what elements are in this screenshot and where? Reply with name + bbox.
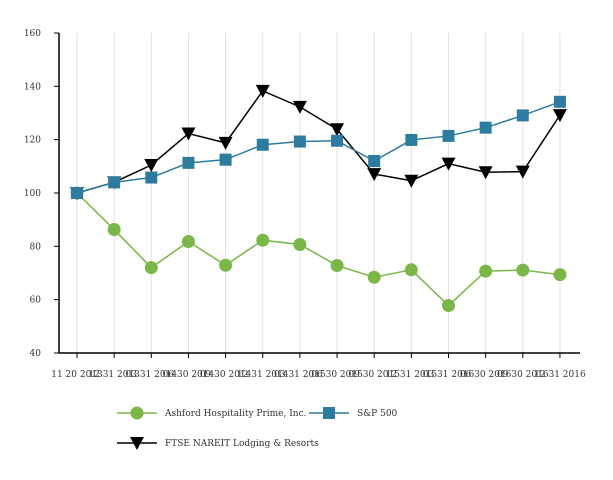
y-tick-label: 100 [24, 189, 41, 199]
data-point-ashford [293, 237, 307, 251]
data-point-sp500 [293, 135, 306, 148]
data-point-ftse [552, 109, 567, 123]
series-group [70, 84, 567, 313]
x-tick-label: 11 20 2013 [51, 370, 103, 380]
legend: Ashford Hospitality Prime, Inc. S&P 500 … [117, 406, 398, 450]
data-point-sp500 [182, 156, 195, 169]
x-tick-label: 09 30 2016 [497, 370, 549, 380]
x-tick-label: 06 30 2015 [311, 370, 363, 380]
data-point-ftse [292, 100, 307, 114]
y-tick-label: 120 [24, 136, 41, 146]
data-point-sp500 [479, 121, 492, 134]
data-point-ashford [330, 259, 344, 273]
data-point-ftse [218, 136, 233, 150]
data-point-ashford [553, 268, 567, 282]
y-tick-label: 160 [24, 29, 41, 39]
series-line-sp500 [76, 101, 561, 194]
x-tick-label: 06 30 2014 [163, 370, 215, 380]
data-point-sp500 [442, 129, 455, 142]
data-point-ftse [367, 168, 382, 182]
data-point-ashford [442, 299, 455, 313]
y-tick-label: 80 [30, 242, 42, 252]
x-tick-label: 12 31 2013 [88, 370, 140, 380]
data-point-ashford [516, 263, 530, 277]
data-point-sp500 [256, 138, 269, 151]
x-tick-label: 03 31 2014 [126, 370, 178, 380]
vertical-gridlines [76, 33, 561, 353]
legend-item-ftse: FTSE NAREIT Lodging & Resorts [117, 437, 319, 450]
data-point-sp500 [368, 155, 381, 167]
data-point-ashford [404, 263, 418, 277]
legend-sp500-label: S&P 500 [357, 409, 398, 419]
data-point-sp500 [71, 187, 83, 199]
data-point-ashford [256, 233, 270, 247]
x-tick-label: 09 30 2014 [200, 370, 252, 380]
legend-sp500-square-icon [323, 407, 335, 419]
legend-ashford-circle-icon [130, 406, 144, 420]
data-point-ftse [181, 127, 196, 141]
data-point-sp500 [145, 171, 158, 184]
data-point-ftse [330, 123, 345, 137]
data-point-ftse [144, 159, 159, 172]
data-point-ftse [255, 84, 270, 98]
x-tick-label: 03 31 2016 [423, 370, 475, 380]
data-point-ashford [181, 235, 195, 249]
data-point-sp500 [331, 134, 344, 147]
legend-item-sp500: S&P 500 [309, 407, 398, 419]
data-point-ftse [515, 165, 530, 179]
data-point-sp500 [553, 95, 566, 108]
data-point-ftse [441, 157, 456, 171]
legend-item-ashford: Ashford Hospitality Prime, Inc. [117, 406, 307, 420]
x-tick-label: 12 31 2014 [237, 370, 289, 380]
data-point-ashford [219, 258, 233, 272]
data-point-sp500 [219, 153, 232, 166]
series-line-ashford [76, 192, 561, 307]
legend-ashford-label: Ashford Hospitality Prime, Inc. [164, 409, 307, 419]
y-tick-label: 140 [24, 82, 41, 92]
x-tick-label: 12 31 2015 [386, 370, 438, 380]
y-tick-label: 40 [30, 349, 42, 359]
data-point-sp500 [405, 133, 418, 146]
y-axis-ticks: 40 60 80 100 120 140 160 [24, 29, 59, 359]
legend-ftse-label: FTSE NAREIT Lodging & Resorts [165, 439, 319, 449]
data-point-ashford [144, 261, 158, 275]
x-tick-label: 06 30 2016 [460, 370, 512, 380]
x-tick-label: 03 31 2015 [274, 370, 326, 380]
legend-ftse-triangle-icon [130, 437, 144, 450]
data-point-ashford [107, 223, 121, 237]
data-point-sp500 [108, 176, 121, 189]
data-point-sp500 [516, 109, 529, 122]
data-point-ashford [479, 264, 493, 278]
data-point-ashford [367, 270, 381, 284]
x-tick-label: 09 30 2015 [348, 370, 400, 380]
data-point-ftse [478, 166, 493, 180]
y-tick-label: 60 [30, 296, 42, 306]
axes [58, 33, 580, 354]
x-tick-label: 12 31 2016 [534, 370, 586, 380]
data-point-ftse [404, 174, 419, 188]
